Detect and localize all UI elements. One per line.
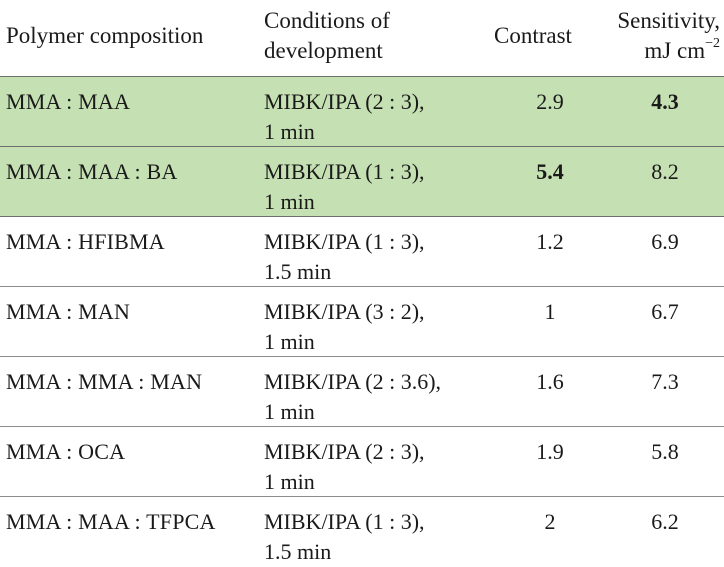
header-conditions-line2: development (264, 38, 383, 63)
polymer-composition-cell: MMA : HFIBMA (6, 229, 165, 254)
sensitivity-cell: 6.7 (651, 299, 679, 324)
sensitivity-cell: 8.2 (651, 159, 679, 184)
table-row: MMA : OCA MIBK/IPA (2 : 3), 1 min 1.9 5.8 (0, 427, 724, 497)
conditions-line2: 1 min (264, 189, 315, 214)
polymer-composition-cell: MMA : MAA : TFPCA (6, 509, 216, 534)
conditions-line2: 1 min (264, 119, 315, 144)
polymer-composition-cell: MMA : OCA (6, 439, 126, 464)
contrast-cell: 1 (544, 299, 556, 324)
development-conditions-cell: MIBK/IPA (2 : 3), 1 min (264, 437, 484, 497)
sensitivity-cell: 5.8 (651, 439, 679, 464)
header-sensitivity-line1: Sensitivity, (617, 8, 720, 33)
development-conditions-cell: MIBK/IPA (1 : 3), 1.5 min (264, 227, 484, 287)
conditions-line2: 1 min (264, 469, 315, 494)
polymer-composition-cell: MMA : MAA : BA (6, 159, 178, 184)
sensitivity-cell: 4.3 (651, 89, 679, 114)
conditions-line1: MIBK/IPA (2 : 3), (264, 439, 425, 464)
polymer-composition-cell: MMA : MMA : MAN (6, 369, 203, 394)
conditions-line2: 1.5 min (264, 539, 332, 564)
header-sensitivity-line2: mJ cm−2 (617, 36, 720, 66)
contrast-cell: 1.6 (536, 369, 564, 394)
table-row: MMA : HFIBMA MIBK/IPA (1 : 3), 1.5 min 1.2 6… (0, 217, 724, 287)
header-contrast: Contrast (494, 23, 572, 48)
development-conditions-cell: MIBK/IPA (1 : 3), 1.5 min (264, 507, 484, 567)
development-conditions-cell: MIBK/IPA (1 : 3), 1 min (264, 157, 484, 217)
table-row: MMA : MMA : MAN MIBK/IPA (2 : 3.6), 1 min 1… (0, 357, 724, 427)
table-row: MMA : MAA : BA MIBK/IPA (1 : 3), 1 min 5.4 8… (0, 147, 724, 217)
conditions-line1: MIBK/IPA (1 : 3), (264, 509, 425, 534)
conditions-line2: 1.5 min (264, 259, 332, 284)
contrast-cell: 1.9 (536, 439, 564, 464)
header-conditions: Conditions of development (264, 6, 390, 66)
header-sensitivity: Sensitivity, mJ cm−2 (617, 6, 720, 66)
table-row: MMA : MAA MIBK/IPA (2 : 3), 1 min 2.9 4.3 (0, 77, 724, 147)
conditions-line1: MIBK/IPA (2 : 3), (264, 89, 425, 114)
conditions-line1: MIBK/IPA (3 : 2), (264, 299, 425, 324)
table-row: MMA : MAA : TFPCA MIBK/IPA (1 : 3), 1.5 mi… (0, 497, 724, 566)
conditions-line2: 1 min (264, 399, 315, 424)
development-conditions-cell: MIBK/IPA (3 : 2), 1 min (264, 297, 484, 357)
polymer-composition-cell: MMA : MAA (6, 89, 131, 114)
contrast-cell: 5.4 (536, 159, 564, 184)
table-header: Polymer composition Conditions of develo… (0, 0, 724, 77)
sensitivity-cell: 6.2 (651, 509, 679, 534)
conditions-line1: MIBK/IPA (2 : 3.6), (264, 369, 442, 394)
sensitivity-cell: 6.9 (651, 229, 679, 254)
contrast-cell: 2 (544, 509, 556, 534)
conditions-line2: 1 min (264, 329, 315, 354)
conditions-line1: MIBK/IPA (1 : 3), (264, 159, 425, 184)
table-row: MMA : MAN MIBK/IPA (3 : 2), 1 min 1 6.7 (0, 287, 724, 357)
table-body: MMA : MAA MIBK/IPA (2 : 3), 1 min 2.9 4.3 MMA… (0, 77, 724, 566)
sensitivity-cell: 7.3 (651, 369, 679, 394)
header-conditions-line1: Conditions of (264, 8, 390, 33)
polymer-composition-cell: MMA : MAN (6, 299, 131, 324)
development-conditions-cell: MIBK/IPA (2 : 3), 1 min (264, 87, 484, 147)
header-sensitivity-unit: mJ cm (644, 38, 706, 63)
development-conditions-cell: MIBK/IPA (2 : 3.6), 1 min (264, 367, 484, 427)
contrast-cell: 2.9 (536, 89, 564, 114)
header-sensitivity-exponent: −2 (705, 36, 720, 52)
contrast-cell: 1.2 (536, 229, 564, 254)
conditions-line1: MIBK/IPA (1 : 3), (264, 229, 425, 254)
header-polymer-composition: Polymer composition (6, 23, 204, 48)
